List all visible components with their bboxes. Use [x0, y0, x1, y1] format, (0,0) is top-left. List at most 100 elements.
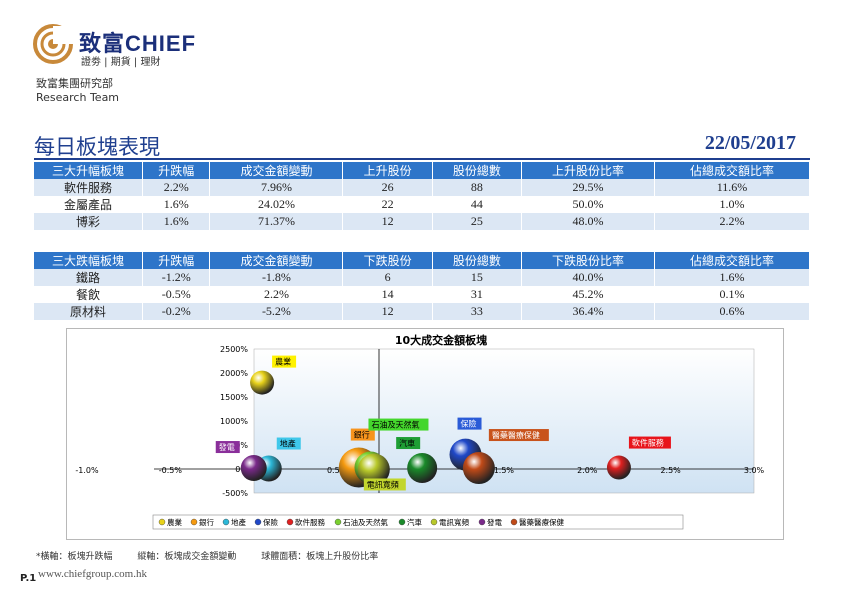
- table-cell: 2.2%: [209, 286, 344, 303]
- table-row: 原材料 -0.2% -5.2% 12 33 36.4% 0.6%: [34, 303, 810, 320]
- bubble-label-box: [276, 437, 301, 450]
- y-tick-label: 2000%: [220, 369, 248, 378]
- department: 致富集團研究部 Research Team: [36, 77, 119, 105]
- chart-footnote: *橫軸：板塊升跌幅 縱軸：板塊成交金額變動 球體面積：板塊上升股份比率: [36, 549, 400, 562]
- table-cell: 29.5%: [521, 179, 656, 196]
- bubble-電訊寬頻: [357, 453, 390, 486]
- table-cell: 1.6%: [142, 213, 211, 230]
- table-cell: 50.0%: [521, 196, 656, 213]
- bubble-label: 地產: [280, 439, 296, 449]
- bubble-label: 發電: [219, 443, 235, 452]
- bubble-label: 軟件服務: [632, 438, 664, 448]
- legend-box: [152, 514, 684, 530]
- legend-label: 發電: [487, 518, 502, 527]
- bubble-label: 銀行: [354, 430, 370, 440]
- column-header: 佔總成交額比率: [654, 252, 810, 269]
- chief-logo-icon: [33, 24, 73, 64]
- bubble-label-box: [350, 428, 375, 441]
- table-row: 餐飲 -0.5% 2.2% 14 31 45.2% 0.1%: [34, 286, 810, 303]
- table-cell: 15: [432, 269, 523, 286]
- legend-marker: [430, 518, 438, 526]
- legend-marker: [158, 518, 166, 526]
- table-cell: 軟件服務: [34, 179, 143, 196]
- bubble-label: 石油及天然氣: [371, 420, 419, 430]
- brand-name-en: CHIEF: [125, 31, 197, 56]
- column-header: 下跌股份比率: [521, 252, 656, 269]
- column-header: 上升股份比率: [521, 162, 656, 179]
- table-cell: -1.2%: [142, 269, 211, 286]
- column-header: 三大跌幅板塊: [34, 252, 143, 269]
- legend-label: 銀行: [199, 517, 214, 527]
- table-cell: -0.5%: [142, 286, 211, 303]
- table-cell: 36.4%: [521, 303, 656, 320]
- bubble-汽車: [407, 453, 438, 484]
- legend-label: 地產: [231, 517, 246, 527]
- company-url[interactable]: www.chiefgroup.com.hk: [38, 568, 147, 580]
- table-cell: 12: [342, 213, 433, 230]
- company-logo: 致富CHIEF 證劵 | 期貨 | 理財: [33, 22, 243, 70]
- column-header: 成交金額變動: [209, 162, 344, 179]
- page-date: 22/05/2017: [704, 132, 796, 154]
- bubble-軟件服務: [606, 455, 631, 480]
- brand-tagline: 證劵 | 期貨 | 理財: [81, 57, 161, 68]
- column-header: 三大升幅板塊: [34, 162, 143, 179]
- table-cell: 14: [342, 286, 433, 303]
- y-tick-label: 1500%: [220, 393, 248, 402]
- title-divider: [34, 158, 810, 160]
- bubble-label: 醫藥醫療保健: [492, 430, 540, 440]
- table-cell: 44: [432, 196, 523, 213]
- legend-marker: [254, 518, 262, 526]
- table-cell: 31: [432, 286, 523, 303]
- x-tick-label: -0.5%: [159, 466, 183, 475]
- table-cell: -5.2%: [209, 303, 344, 320]
- department-cn: 致富集團研究部: [36, 77, 113, 90]
- footnote-area: 球體面積：板塊上升股份比率: [261, 552, 379, 562]
- table-cell: 24.02%: [209, 196, 344, 213]
- legend-marker: [478, 518, 486, 526]
- sector-bubble-chart: 10大成交金額板塊 -500%0%500%1000%1500%2000%2500…: [66, 328, 784, 540]
- bubble-發電: [240, 455, 267, 482]
- bubble-label: 農業: [275, 357, 291, 367]
- legend-marker: [286, 518, 294, 526]
- table-row: 軟件服務 2.2% 7.96% 26 88 29.5% 11.6%: [34, 179, 810, 196]
- bubble-label-box: [272, 355, 297, 368]
- legend-label: 電訊寬頻: [439, 517, 469, 527]
- table-cell: 2.2%: [142, 179, 211, 196]
- legend-marker: [222, 518, 230, 526]
- table-cell: 88: [432, 179, 523, 196]
- bubble-label-box: [368, 418, 429, 431]
- page-number: P.1: [20, 573, 37, 584]
- x-tick-label: -1.0%: [75, 466, 99, 475]
- legend-label: 軟件服務: [295, 517, 325, 527]
- legend-marker: [510, 518, 518, 526]
- x-tick-label: 2.5%: [660, 466, 681, 475]
- bubble-label-box: [215, 441, 240, 454]
- top-losers-table: 三大跌幅板塊 升跌幅 成交金額變動 下跌股份 股份總數 下跌股份比率 佔總成交額…: [34, 252, 810, 320]
- table-row: 金屬產品 1.6% 24.02% 22 44 50.0% 1.0%: [34, 196, 810, 213]
- department-en: Research Team: [36, 91, 120, 104]
- table-header-row: 三大升幅板塊 升跌幅 成交金額變動 上升股份 股份總數 上升股份比率 佔總成交額…: [34, 162, 810, 179]
- table-cell: 71.37%: [209, 213, 344, 230]
- legend-label: 保險: [263, 517, 278, 527]
- column-header: 升跌幅: [142, 252, 211, 269]
- table-cell: 33: [432, 303, 523, 320]
- brand-name-cn: 致富: [79, 32, 126, 57]
- table-cell: 11.6%: [654, 179, 810, 196]
- table-cell: 22: [342, 196, 433, 213]
- column-header: 升跌幅: [142, 162, 211, 179]
- table-cell: 博彩: [34, 213, 143, 230]
- table-cell: 12: [342, 303, 433, 320]
- legend-label: 汽車: [407, 517, 422, 527]
- legend-label: 石油及天然氣: [343, 517, 388, 527]
- bubble-label-box: [457, 417, 482, 430]
- legend-marker: [398, 518, 406, 526]
- bubble-label-box: [628, 436, 671, 449]
- table-cell: 1.6%: [654, 269, 810, 286]
- y-tick-label: 1000%: [220, 417, 248, 426]
- page-title: 每日板塊表現: [34, 135, 160, 159]
- column-header: 股份總數: [432, 252, 523, 269]
- table-cell: 25: [432, 213, 523, 230]
- table-cell: 26: [342, 179, 433, 196]
- brand-name: 致富CHIEF: [79, 26, 196, 58]
